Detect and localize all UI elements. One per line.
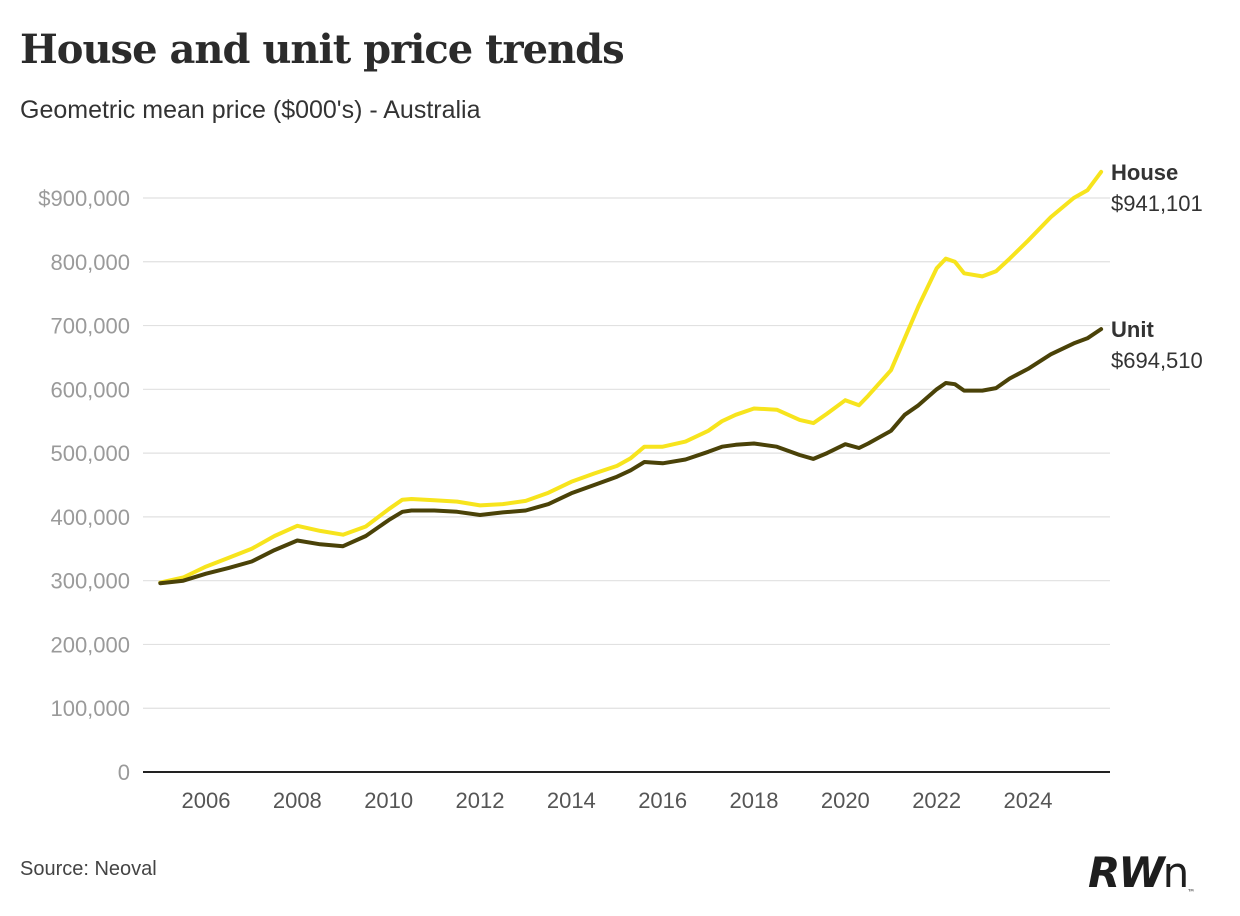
y-tick-label: 200,000	[50, 632, 130, 657]
x-axis-ticks: 2006 2008 2010 2012 2014 2016 2018 2020 2022 2024	[182, 788, 1053, 813]
series-line-unit	[158, 327, 1104, 586]
x-tick-label: 2022	[912, 788, 961, 813]
x-tick-label: 2012	[456, 788, 505, 813]
y-tick-label: 100,000	[50, 696, 130, 721]
x-tick-label: 2024	[1004, 788, 1053, 813]
y-tick-label: 600,000	[50, 377, 130, 402]
series-name-label: House	[1111, 160, 1178, 185]
y-tick-label: 500,000	[50, 441, 130, 466]
y-tick-label: 700,000	[50, 314, 130, 339]
chart-title: House and unit price trends	[20, 26, 625, 73]
x-tick-label: 2016	[638, 788, 687, 813]
x-tick-label: 2006	[182, 788, 231, 813]
brand-logo: RWn™	[1088, 848, 1196, 897]
x-tick-label: 2018	[730, 788, 779, 813]
x-tick-label: 2008	[273, 788, 322, 813]
chart-subtitle: Geometric mean price ($000's) - Australi…	[20, 96, 481, 124]
x-tick-label: 2014	[547, 788, 596, 813]
y-tick-label: 300,000	[50, 569, 130, 594]
series-lines	[158, 169, 1104, 586]
series-value-label: $941,101	[1111, 191, 1203, 216]
series-value-label: $694,510	[1111, 348, 1203, 373]
series-name-label: Unit	[1111, 317, 1154, 342]
series-line-house	[158, 169, 1104, 585]
y-tick-label: 0	[118, 760, 130, 785]
x-tick-label: 2010	[364, 788, 413, 813]
series-end-labels: House $941,101 Unit $694,510	[1111, 160, 1203, 373]
y-tick-label: 800,000	[50, 250, 130, 275]
source-note: Source: Neoval	[20, 858, 157, 880]
y-tick-label: $900,000	[38, 186, 130, 211]
x-tick-label: 2020	[821, 788, 870, 813]
y-tick-label: 400,000	[50, 505, 130, 530]
y-axis-ticks: 0 100,000 200,000 300,000 400,000 500,000 600,…	[38, 186, 130, 785]
